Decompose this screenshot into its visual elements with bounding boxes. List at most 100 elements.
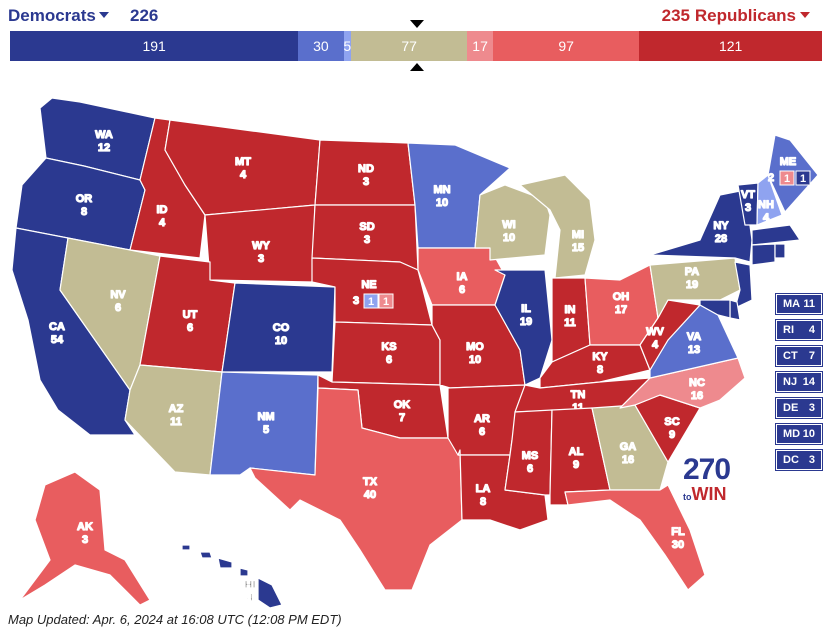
state-ND[interactable]: ND3 [314,139,416,206]
bar-segment-safe-dem[interactable]: 191 [10,31,299,61]
state-AK-shape[interactable] [19,471,151,606]
me-district-2-label: 1 [800,173,806,185]
state-TX-shape[interactable] [249,387,463,591]
state-MN-ev: 10 [436,197,448,209]
state-NC-label: NC [689,377,705,389]
state-MI-shape[interactable] [519,174,596,279]
small-state-ev: 10 [802,428,815,440]
state-ID-label: ID [157,204,168,216]
bar-segment-likely-rep[interactable]: 97 [492,31,640,61]
state-CO-ev: 10 [275,335,287,347]
state-KS[interactable]: KS6 [331,321,441,386]
state-NM-ev: 5 [263,424,269,436]
state-WI-label: WI [502,219,515,231]
state-KY[interactable]: KY8 [539,344,651,389]
state-NH[interactable]: NH4 [756,174,783,226]
state-AK-ev: 3 [82,534,88,546]
state-MA-shape[interactable] [751,224,801,246]
state-OK[interactable]: OK7 [317,374,449,439]
me-district-1-box[interactable] [779,170,795,186]
state-RI-shape[interactable] [774,243,786,259]
ne-district-2-box[interactable] [378,293,394,309]
state-FL-shape[interactable] [564,484,706,591]
state-OR-ev: 8 [81,206,87,218]
me-district-1-label: 1 [784,173,790,185]
state-IN-ev: 11 [564,317,576,329]
state-LA-ev: 8 [480,496,486,508]
state-LA[interactable]: LA8 [457,449,549,531]
state-CT-shape[interactable] [751,243,776,266]
state-HI-shape[interactable] [181,544,283,609]
small-state-ma[interactable]: MA 11 [775,293,823,315]
state-IN-label: IN [565,304,576,316]
state-SD[interactable]: SD3 [311,204,419,271]
democrats-total: 226 [130,6,159,25]
chevron-down-icon[interactable] [98,12,109,19]
democrats-label[interactable]: Democrats [8,6,113,26]
state-OR[interactable]: OR8 [15,157,146,251]
state-AL[interactable]: AL9 [549,407,611,506]
state-MS[interactable]: MS6 [504,409,553,496]
state-MD-shape[interactable] [699,299,731,319]
small-state-de[interactable]: DE 3 [775,397,823,419]
state-NJ-shape[interactable] [734,261,753,309]
state-WY[interactable]: WY3 [204,204,316,283]
state-NH-ev: 4 [763,212,770,224]
state-TX-label: TX [363,476,378,488]
state-MO-label: MO [466,341,484,353]
state-OH-ev: 17 [615,304,627,316]
state-UT[interactable]: UT6 [139,255,236,373]
state-NM[interactable]: NM5 [209,371,319,476]
state-NH-shape[interactable] [756,174,783,226]
small-state-ev: 7 [808,350,815,362]
ne-district-1-box[interactable] [363,293,379,309]
bar-segment-tossup[interactable]: 77 [351,31,468,61]
state-KY-shape[interactable] [539,344,651,389]
state-VT-label: VT [741,189,755,201]
bar-segment-lean-rep[interactable]: 17 [467,31,493,61]
state-NC-ev: 16 [691,390,703,402]
state-WY-ev: 3 [258,253,264,265]
small-state-nj[interactable]: NJ 14 [775,371,823,393]
state-FL-ev: 30 [672,539,684,551]
state-MT-ev: 4 [240,169,247,181]
me-district-2-box[interactable] [795,170,811,186]
state-WV[interactable]: WV4 [639,299,701,371]
bar-segment-safe-rep[interactable]: 121 [639,31,822,61]
state-KS-ev: 6 [386,354,392,366]
chevron-down-icon[interactable] [800,12,810,19]
state-NH-label: NH [758,199,774,211]
state-VA-label: VA [687,331,702,343]
bar-segment-likely-dem[interactable]: 30 [298,31,344,61]
small-state-dc[interactable]: DC 3 [775,449,823,471]
state-SD-label: SD [359,221,374,233]
state-HI[interactable]: HI4 [181,544,283,609]
state-NY-shape[interactable] [649,189,753,263]
small-state-md[interactable]: MD 10 [775,423,823,445]
state-AK[interactable]: AK3 [19,471,151,606]
small-state-ct[interactable]: CT 7 [775,345,823,367]
small-state-abbr: RI [783,324,794,336]
bar-segment-lean-dem[interactable]: 5 [343,31,352,61]
small-state-ev: 14 [802,376,815,388]
state-NE[interactable]: NE3 [311,257,433,326]
republicans-label[interactable]: Republicans [695,6,810,26]
state-WA-label: WA [95,129,113,141]
state-WI-shape[interactable] [474,184,551,261]
state-NY-ev: 28 [715,233,727,245]
small-state-ri[interactable]: RI 4 [775,319,823,341]
state-VT[interactable]: VT3 [737,182,759,226]
